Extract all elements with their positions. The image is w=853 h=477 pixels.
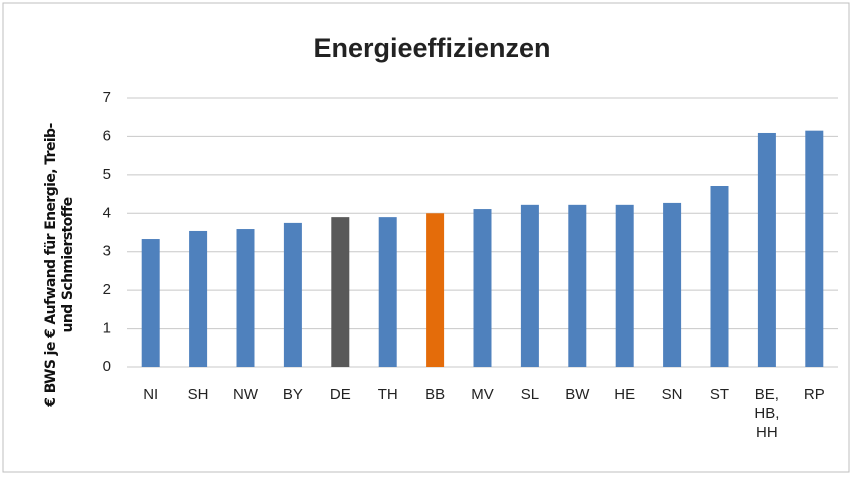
bar <box>473 209 492 367</box>
y-tick-label: 3 <box>103 243 111 260</box>
bar <box>757 132 776 367</box>
x-tick-label: BY <box>282 386 303 403</box>
y-tick-label: 2 <box>103 281 111 298</box>
y-axis-label: € BWS je € Aufwand für Energie, Treib- u… <box>43 123 76 407</box>
bar <box>236 229 255 367</box>
x-tick-label: MV <box>471 386 494 403</box>
x-tick-label: SN <box>661 386 683 403</box>
x-tick-label: BW <box>565 386 590 403</box>
x-tick-label: DE <box>329 386 351 403</box>
x-tick-label: SH <box>187 386 209 403</box>
x-tick-label: HE <box>614 386 636 403</box>
bar <box>805 130 824 367</box>
x-tick-label: BE, HB, HH <box>754 386 780 441</box>
bar <box>615 204 634 367</box>
x-tick-label: SL <box>520 386 540 403</box>
x-tick-label: NI <box>143 386 159 403</box>
y-tick-label: 1 <box>103 320 111 337</box>
y-tick-label: 7 <box>103 89 111 106</box>
bar <box>663 202 682 367</box>
bar <box>283 222 302 367</box>
bar <box>141 239 160 367</box>
y-tick-label: 4 <box>103 204 111 221</box>
y-tick-label: 0 <box>103 358 111 375</box>
x-tick-label: RP <box>803 386 825 403</box>
bar <box>331 217 350 367</box>
x-tick-label: BB <box>425 386 446 403</box>
y-tick-label: 5 <box>103 166 111 183</box>
x-tick-label: TH <box>377 386 398 403</box>
bar <box>189 230 208 367</box>
x-tick-label: NW <box>233 386 258 403</box>
bar <box>520 204 539 367</box>
chart-title: Energieeffizienzen <box>313 33 550 63</box>
bar <box>710 186 729 367</box>
y-tick-label: 6 <box>103 127 111 144</box>
bar <box>378 217 397 367</box>
x-tick-label: ST <box>709 386 730 403</box>
bar <box>568 204 587 367</box>
bar <box>426 213 445 367</box>
